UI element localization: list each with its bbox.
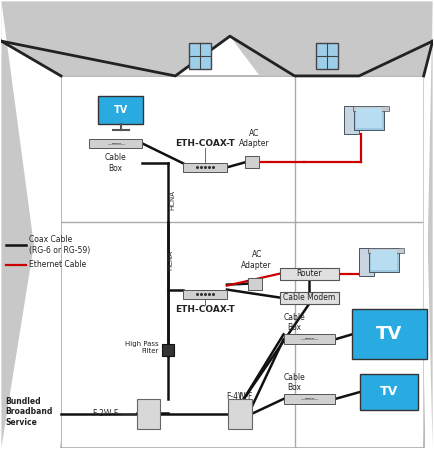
Bar xyxy=(283,335,335,344)
Text: HCNA: HCNA xyxy=(167,250,173,270)
Bar xyxy=(183,290,227,299)
Text: F-2W-F: F-2W-F xyxy=(92,409,118,418)
Text: Cable
Box: Cable Box xyxy=(284,373,306,392)
Text: TV: TV xyxy=(376,326,402,343)
Text: High Pass
Filter: High Pass Filter xyxy=(125,341,158,354)
Polygon shape xyxy=(424,1,433,448)
Text: HCNA: HCNA xyxy=(169,190,175,210)
Text: ETH-COAX-T: ETH-COAX-T xyxy=(175,304,235,313)
Bar xyxy=(352,309,427,359)
Bar xyxy=(371,250,397,270)
Bar xyxy=(356,108,382,128)
Bar xyxy=(137,399,161,429)
Bar xyxy=(245,156,259,168)
Bar xyxy=(89,139,142,149)
Bar xyxy=(353,106,389,111)
Bar xyxy=(162,344,174,356)
Bar xyxy=(189,43,211,69)
Bar xyxy=(283,394,335,404)
Text: Ethernet Cable: Ethernet Cable xyxy=(29,260,86,269)
Bar xyxy=(61,76,424,448)
Bar xyxy=(344,106,359,133)
Bar xyxy=(248,277,262,290)
Bar xyxy=(279,291,339,304)
Bar xyxy=(360,374,418,410)
Text: ━━━━: ━━━━ xyxy=(304,397,314,401)
Text: Cable
Box: Cable Box xyxy=(105,154,127,173)
Bar xyxy=(98,96,144,123)
Bar xyxy=(368,248,404,253)
Bar xyxy=(359,248,374,276)
Text: Coax Cable
(RG-6 or RG-59): Coax Cable (RG-6 or RG-59) xyxy=(29,235,90,255)
Bar xyxy=(183,163,227,172)
Bar xyxy=(279,268,339,280)
Text: ETH-COAX-T: ETH-COAX-T xyxy=(175,140,235,149)
Text: AC
Adapter: AC Adapter xyxy=(241,251,272,270)
Text: Bundled
Broadband
Service: Bundled Broadband Service xyxy=(5,397,53,427)
Text: Cable Modem: Cable Modem xyxy=(283,293,335,302)
Bar xyxy=(354,106,384,130)
Text: F-4W-F: F-4W-F xyxy=(227,392,253,401)
Polygon shape xyxy=(1,1,61,448)
Text: ━━━━: ━━━━ xyxy=(111,141,121,145)
Bar xyxy=(228,399,252,429)
Text: Cable
Box: Cable Box xyxy=(284,313,306,332)
Text: AC
Adapter: AC Adapter xyxy=(238,129,269,149)
Text: TV: TV xyxy=(114,105,128,114)
Text: Router: Router xyxy=(297,269,322,278)
Bar xyxy=(316,43,338,69)
Text: ━━━━: ━━━━ xyxy=(304,337,314,341)
Text: TV: TV xyxy=(380,385,398,398)
Bar xyxy=(369,248,399,272)
